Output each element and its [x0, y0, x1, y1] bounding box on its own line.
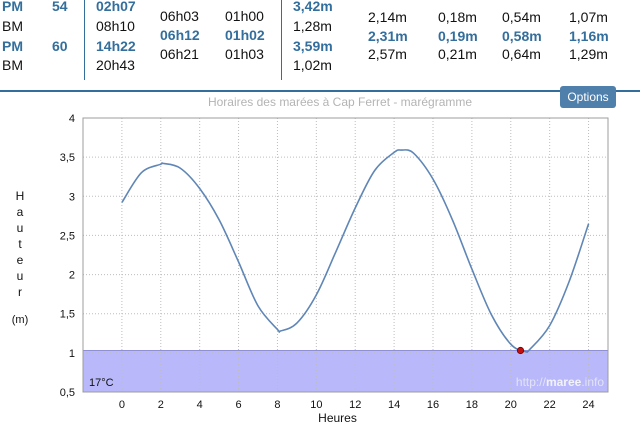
tide-curve — [121, 149, 590, 353]
watermark-suffix: .info — [581, 375, 604, 389]
x-tick-label-1: 2 — [158, 399, 164, 411]
water-temperature: 17°C — [89, 377, 114, 389]
header-divider — [0, 90, 640, 92]
x-tick-label-6: 12 — [349, 399, 361, 411]
value-r2-c4: 1,16m — [569, 28, 609, 44]
tide-coef-3: 60 — [52, 38, 68, 54]
x-axis-label: Heures — [318, 411, 357, 425]
x-tick-label-12: 24 — [582, 399, 594, 411]
y-axis-label-letter-0: H — [15, 189, 25, 203]
duration-a-3: 06h21 — [160, 46, 199, 62]
tide-type-3: PM — [2, 38, 23, 54]
plot-frame — [82, 117, 609, 393]
y-axis-label-letter-5: u — [16, 269, 24, 283]
value-r3-c1: 2,57m — [368, 46, 407, 62]
watermark: http://maree.info — [516, 375, 604, 389]
tide-coef-1: 54 — [52, 0, 68, 14]
y-tick-label-0: 0,5 — [60, 387, 75, 399]
tide-type-1: PM — [2, 0, 23, 14]
y-tick-label-3: 2 — [69, 270, 75, 282]
duration-a-1: 06h03 — [160, 8, 199, 24]
tide-type-4: BM — [2, 57, 23, 73]
height-1: 3,42m — [293, 0, 333, 14]
watermark-brand: maree — [546, 375, 582, 389]
value-r1-c1: 2,14m — [368, 9, 407, 25]
value-r1-c4: 1,07m — [569, 9, 608, 25]
value-r1-c2: 0,18m — [438, 9, 477, 25]
x-tick-label-10: 20 — [505, 399, 517, 411]
tide-time-1: 02h07 — [96, 0, 136, 14]
value-r3-c2: 0,21m — [438, 46, 477, 62]
column-divider-left — [84, 0, 85, 80]
x-tick-label-8: 16 — [427, 399, 439, 411]
y-tick-label-6: 3,5 — [60, 152, 75, 164]
x-tick-label-7: 14 — [388, 399, 400, 411]
tide-type-2: BM — [2, 18, 23, 34]
y-axis-unit: (m) — [11, 314, 29, 326]
x-tick-label-4: 8 — [274, 399, 280, 411]
chart-title: Horaires des marées à Cap Ferret - marég… — [207, 95, 473, 109]
watermark-prefix: http:// — [516, 375, 547, 389]
y-tick-label-1: 1 — [69, 348, 75, 360]
x-tick-label-11: 22 — [544, 399, 556, 411]
duration-b-3: 01h03 — [225, 46, 264, 62]
column-divider-right — [281, 0, 282, 80]
x-tick-label-3: 6 — [235, 399, 241, 411]
value-r2-c2: 0,19m — [438, 28, 478, 44]
value-r2-c1: 2,31m — [368, 28, 408, 44]
y-tick-label-2: 1,5 — [60, 309, 75, 321]
height-2: 1,28m — [293, 18, 332, 34]
x-tick-label-9: 18 — [466, 399, 478, 411]
value-r3-c4: 1,29m — [569, 46, 608, 62]
x-tick-label-2: 4 — [197, 399, 203, 411]
value-r1-c3: 0,54m — [502, 9, 541, 25]
tide-time-2: 08h10 — [96, 18, 135, 34]
height-4: 1,02m — [293, 57, 332, 73]
current-tide-marker — [516, 346, 525, 355]
tide-time-3: 14h22 — [96, 38, 136, 54]
y-tick-label-5: 3 — [69, 191, 75, 203]
x-tick-label-0: 0 — [119, 399, 125, 411]
y-axis-label-letter-2: u — [16, 221, 24, 235]
y-axis-label-letter-6: r — [18, 285, 22, 299]
y-axis-label-letter-4: e — [16, 253, 24, 267]
duration-b-1: 01h00 — [225, 8, 264, 24]
options-button[interactable]: Options — [560, 86, 616, 108]
duration-a-2: 06h12 — [160, 27, 200, 43]
y-axis-label-letter-3: t — [18, 237, 22, 251]
y-tick-label-4: 2,5 — [60, 230, 75, 242]
y-axis-label-letter-1: a — [16, 205, 24, 219]
value-r3-c3: 0,64m — [502, 46, 541, 62]
tide-time-4: 20h43 — [96, 57, 135, 73]
x-tick-label-5: 10 — [310, 399, 322, 411]
value-r2-c3: 0,58m — [502, 28, 542, 44]
y-tick-label-7: 4 — [69, 113, 75, 125]
low-water-band — [83, 350, 608, 392]
height-3: 3,59m — [293, 38, 333, 54]
duration-b-2: 01h02 — [225, 27, 265, 43]
